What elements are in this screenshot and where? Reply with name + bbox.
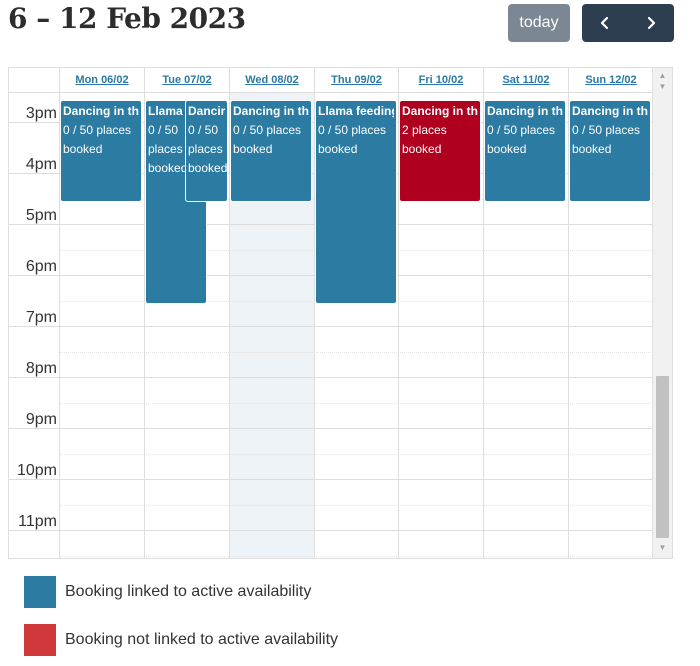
scroll-thumb[interactable] (656, 376, 669, 538)
legend-label-active: Booking linked to active availability (65, 583, 312, 600)
legend-swatch-inactive (24, 624, 56, 656)
day-header-row: Mon 06/02 Tue 07/02 Wed 08/02 Thu 09/02 … (9, 68, 653, 93)
legend-item-active: Booking linked to active availability (24, 576, 311, 608)
half-hour-line (59, 556, 653, 557)
time-label-9pm: 9pm (25, 411, 57, 428)
day-divider (568, 93, 569, 558)
half-hour-line (59, 352, 653, 353)
day-divider (314, 93, 315, 558)
time-label-5pm: 5pm (25, 207, 57, 224)
hour-line (9, 479, 653, 480)
scroll-up-arrow-icon[interactable]: ▲ (658, 71, 667, 80)
day-header-tue[interactable]: Tue 07/02 (144, 68, 229, 92)
time-label-11pm: 11pm (18, 513, 57, 530)
event-status-text: 0 / 50 places booked (318, 123, 387, 156)
page-title: 6 – 12 Feb 2023 (8, 2, 246, 35)
event-status-text: 0 / 50 places booked (487, 123, 556, 156)
day-header-sun[interactable]: Sun 12/02 (568, 68, 653, 92)
half-hour-line (59, 505, 653, 506)
day-header-fri[interactable]: Fri 10/02 (398, 68, 483, 92)
week-navigation (582, 4, 674, 42)
day-divider (59, 93, 60, 558)
event-status-text: 0 / 50 places booked (188, 123, 228, 175)
day-header-wed[interactable]: Wed 08/02 (229, 68, 314, 92)
hour-line (9, 428, 653, 429)
today-button[interactable]: today (508, 4, 570, 42)
event-title: Dancing in th (572, 104, 648, 118)
event-title: Dancing in th (233, 104, 309, 118)
time-label-8pm: 8pm (25, 360, 57, 377)
day-divider (229, 93, 230, 558)
vertical-scrollbar[interactable]: ▲ ▼ ▼ (652, 68, 672, 558)
next-week-button[interactable] (628, 4, 674, 42)
event-title: Dancing in th (402, 104, 478, 118)
event-wed-dancing[interactable]: Dancing in th 0 / 50 places booked (230, 100, 312, 202)
chevron-left-icon (600, 16, 609, 30)
event-title: Dancir (188, 104, 225, 118)
event-status-text: 0 / 50 places booked (63, 123, 132, 156)
half-hour-line (59, 454, 653, 455)
scroll-up-arrow-icon[interactable]: ▼ (658, 82, 667, 91)
event-fri-dancing[interactable]: Dancing in th 2 places booked (399, 100, 481, 202)
event-mon-dancing[interactable]: Dancing in th 0 / 50 places booked (60, 100, 142, 202)
previous-week-button[interactable] (582, 4, 628, 42)
legend-label-inactive: Booking not linked to active availabilit… (65, 631, 339, 648)
week-calendar: Mon 06/02 Tue 07/02 Wed 08/02 Thu 09/02 … (8, 67, 673, 559)
chevron-right-icon (647, 16, 656, 30)
time-label-3pm: 3pm (25, 105, 57, 122)
time-label-4pm: 4pm (25, 156, 57, 173)
day-header-sat[interactable]: Sat 11/02 (483, 68, 568, 92)
event-status-text: 0 / 50 places booked (233, 123, 302, 156)
time-label-10pm: 10pm (16, 462, 57, 479)
day-divider (398, 93, 399, 558)
event-title: Dancing in th (63, 104, 139, 118)
event-title: Llama feeding (318, 104, 394, 118)
event-title: Llama (148, 104, 183, 118)
hour-line (9, 377, 653, 378)
event-sat-dancing[interactable]: Dancing in th 0 / 50 places booked (484, 100, 566, 202)
legend-item-inactive: Booking not linked to active availabilit… (24, 624, 338, 656)
time-label-6pm: 6pm (25, 258, 57, 275)
time-grid: 3pm 4pm 5pm 6pm 7pm 8pm 9pm 10pm 11pm Da… (9, 93, 653, 558)
event-sun-dancing[interactable]: Dancing in th 0 / 50 places booked (569, 100, 651, 202)
day-header-thu[interactable]: Thu 09/02 (314, 68, 398, 92)
event-thu-llama-feeding[interactable]: Llama feeding 0 / 50 places booked (315, 100, 397, 304)
hour-line (9, 326, 653, 327)
time-label-7pm: 7pm (25, 309, 57, 326)
event-status-text: 0 / 50 places booked (148, 123, 188, 175)
day-divider (144, 93, 145, 558)
day-header-mon[interactable]: Mon 06/02 (59, 68, 144, 92)
event-status-text: 0 / 50 places booked (572, 123, 641, 156)
day-divider (483, 93, 484, 558)
event-tue-dancing[interactable]: Dancir 0 / 50 places booked (185, 100, 228, 202)
legend-swatch-active (24, 576, 56, 608)
event-status-text: 2 places booked (402, 123, 447, 156)
scroll-down-arrow-icon[interactable]: ▼ (658, 543, 667, 552)
half-hour-line (59, 403, 653, 404)
hour-line (9, 530, 653, 531)
event-title: Dancing in th (487, 104, 563, 118)
